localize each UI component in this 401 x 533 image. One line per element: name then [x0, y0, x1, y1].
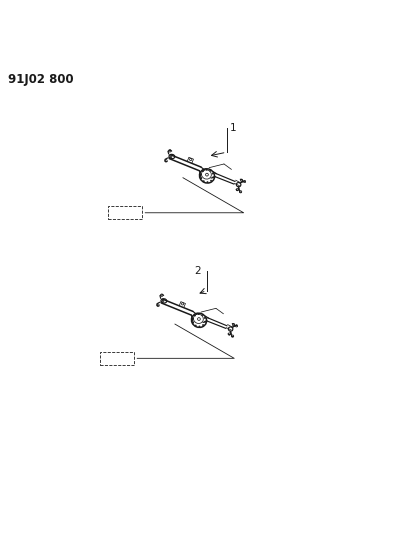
- Bar: [100, 352, 134, 365]
- Text: 1: 1: [230, 123, 237, 133]
- Bar: [108, 206, 142, 219]
- Text: 91J02 800: 91J02 800: [8, 73, 74, 86]
- Text: 2: 2: [194, 265, 201, 276]
